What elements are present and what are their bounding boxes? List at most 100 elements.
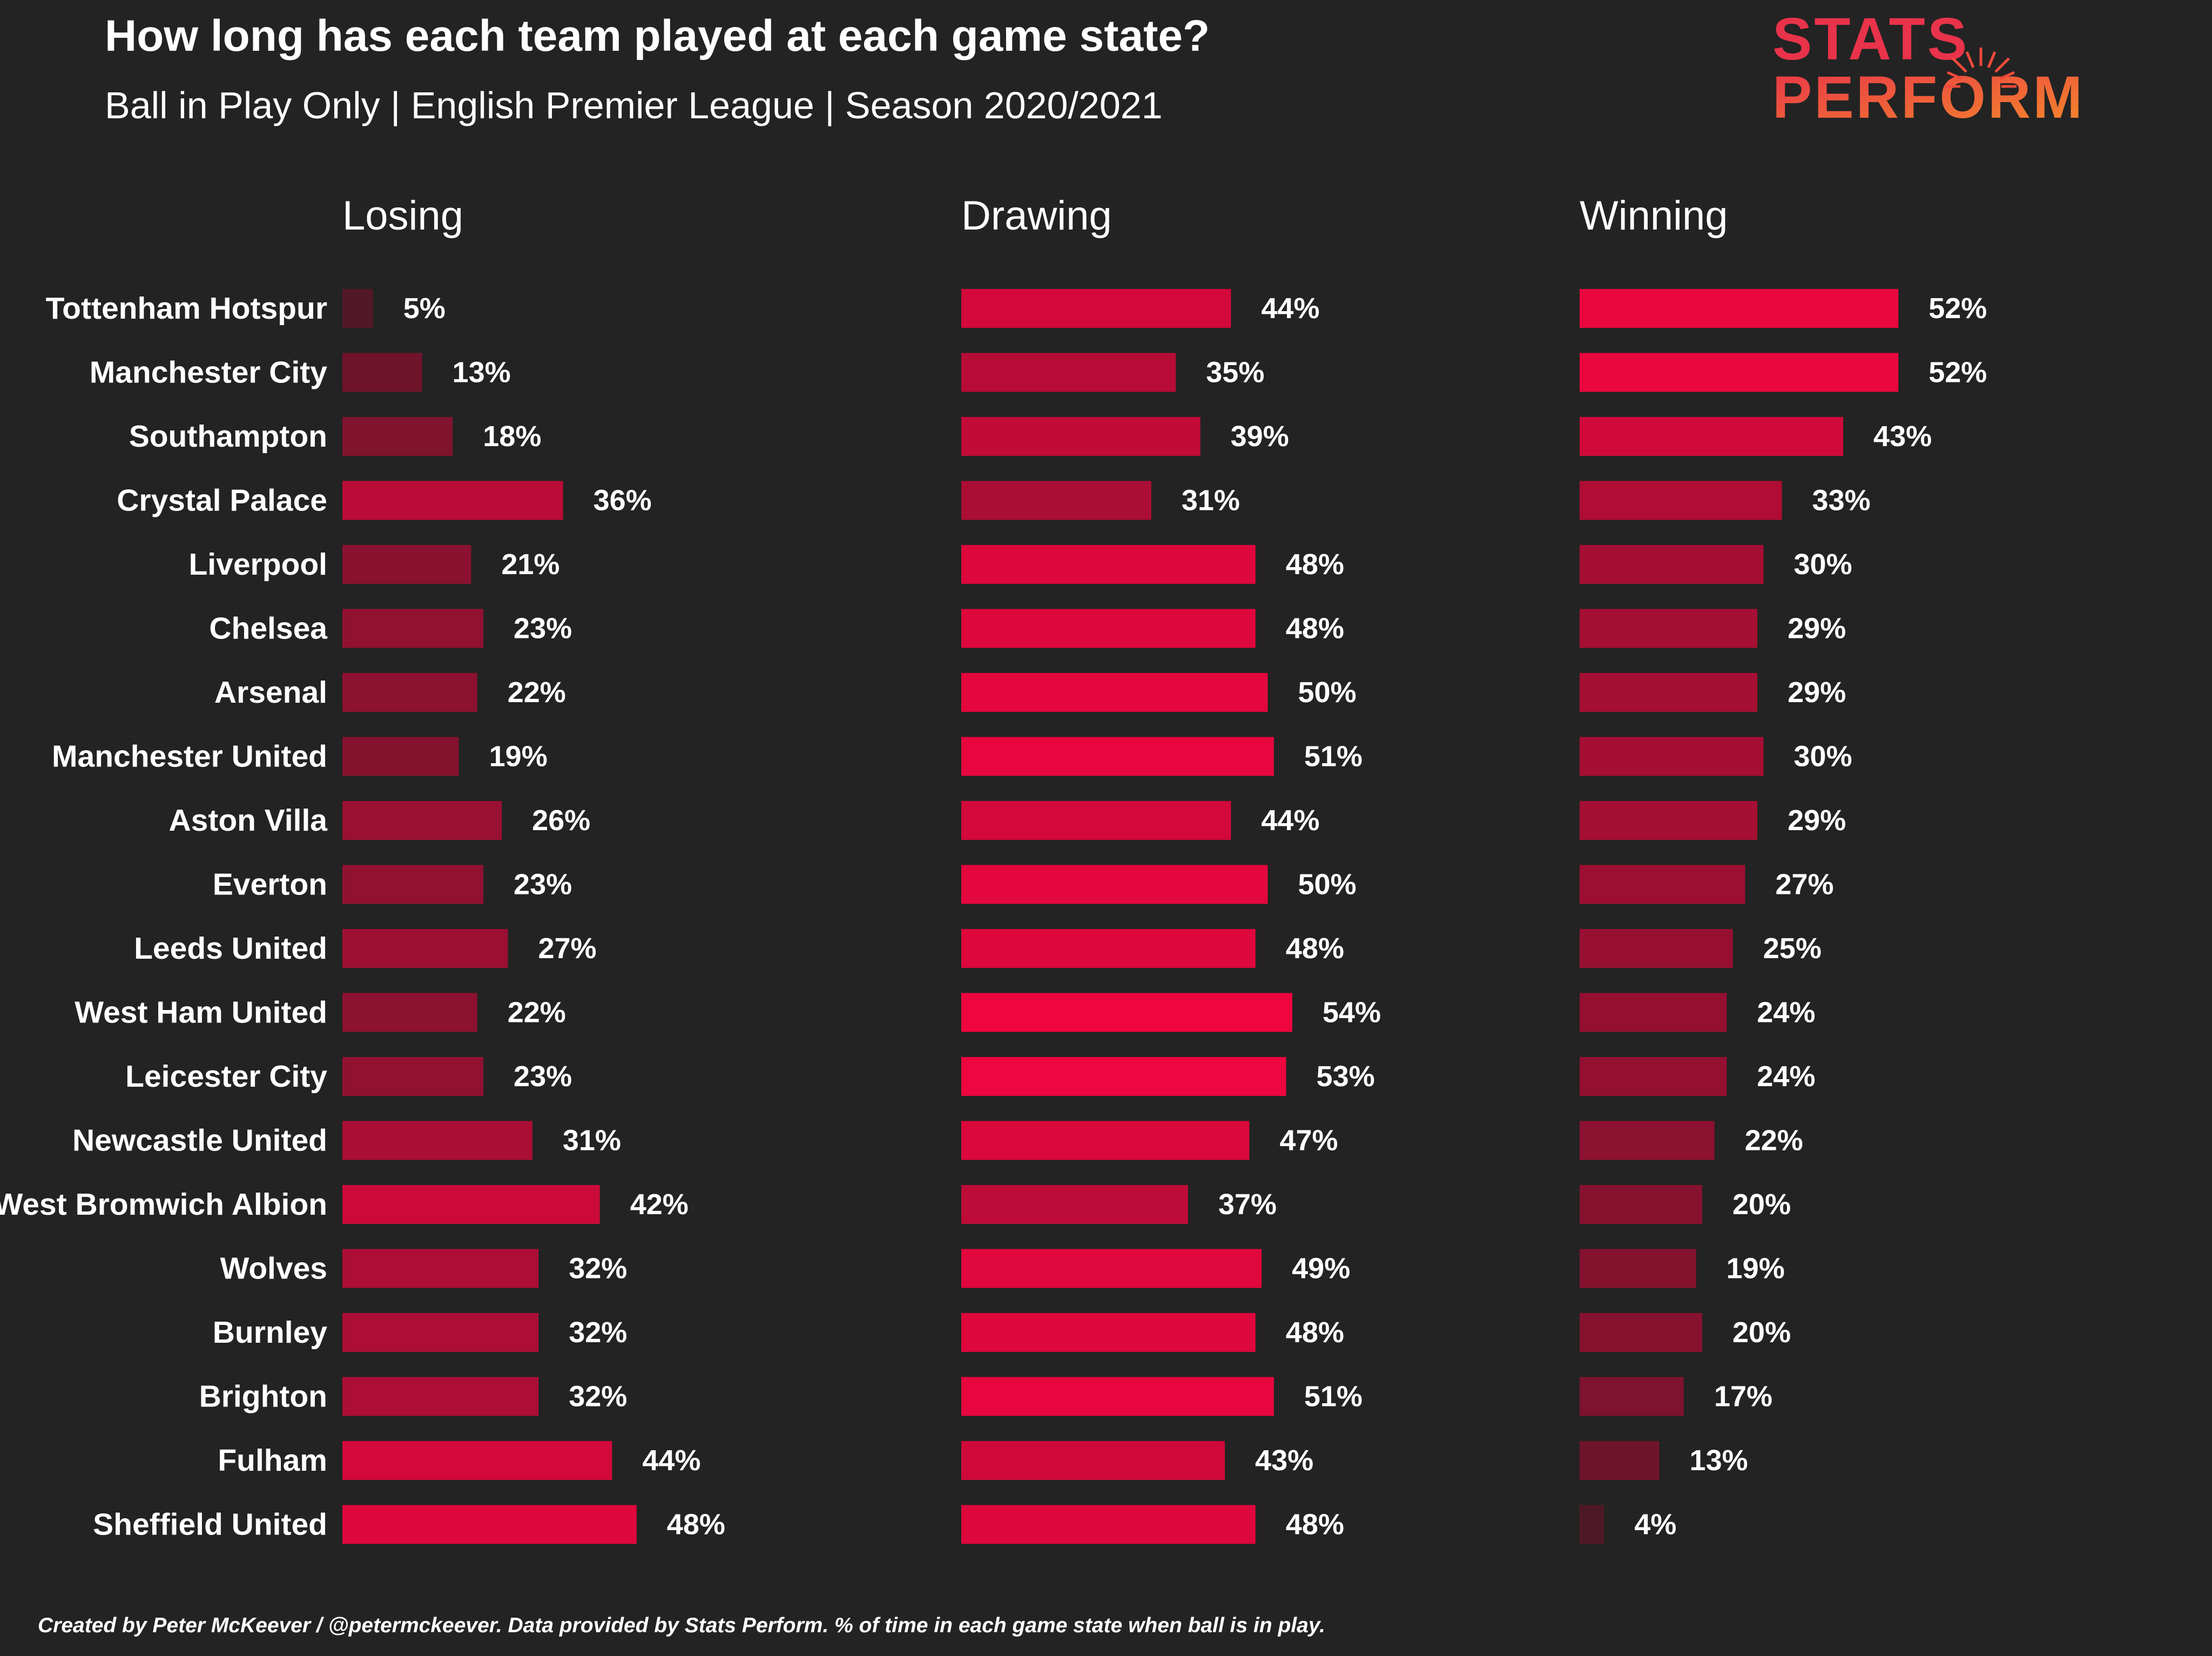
bar-losing [342, 289, 373, 328]
data-label: 36% [594, 484, 652, 517]
data-label: 51% [1304, 1381, 1363, 1413]
data-label: 24% [1757, 1060, 1815, 1093]
bar-losing [342, 609, 484, 648]
bar-winning [1580, 1121, 1715, 1160]
data-label: 18% [483, 420, 541, 453]
data-label: 22% [1745, 1125, 1803, 1157]
bar-losing [342, 801, 502, 840]
team-label: West Bromwich Albion [0, 1187, 327, 1222]
bar-drawing [961, 353, 1176, 392]
data-label: 43% [1873, 420, 1932, 453]
data-label: 24% [1757, 997, 1815, 1029]
data-label: 23% [514, 612, 572, 645]
bar-winning [1580, 609, 1758, 648]
bar-drawing [961, 1057, 1286, 1096]
data-label: 43% [1255, 1444, 1313, 1477]
data-label: 30% [1794, 548, 1852, 581]
bar-losing [342, 1121, 532, 1160]
data-label: 52% [1928, 356, 1987, 389]
bar-winning [1580, 417, 1844, 456]
data-label: 13% [1690, 1444, 1748, 1477]
team-label: Arsenal [214, 675, 327, 710]
data-label: 20% [1732, 1188, 1791, 1221]
team-label: Sheffield United [93, 1507, 327, 1542]
bar-losing [342, 1057, 484, 1096]
data-label: 48% [1286, 1509, 1344, 1541]
data-label: 29% [1788, 804, 1846, 837]
data-label: 44% [642, 1444, 700, 1477]
bar-drawing [961, 1249, 1262, 1288]
bar-winning [1580, 1249, 1696, 1288]
panel-title-drawing: Drawing [961, 193, 1112, 239]
bar-winning [1580, 481, 1782, 520]
bar-losing [342, 1377, 539, 1416]
bar-winning [1580, 673, 1758, 712]
team-label: Fulham [218, 1443, 327, 1478]
bar-winning [1580, 1313, 1702, 1352]
team-label: Aston Villa [168, 803, 328, 838]
bar-winning [1580, 1377, 1684, 1416]
bar-losing [342, 1441, 612, 1480]
panel-title-losing: Losing [342, 193, 463, 239]
data-label: 44% [1261, 292, 1319, 325]
data-label: 32% [569, 1253, 627, 1285]
data-label: 4% [1634, 1509, 1676, 1541]
data-label: 48% [1286, 1316, 1344, 1349]
data-label: 48% [1286, 932, 1344, 965]
data-label: 39% [1231, 420, 1289, 453]
bar-winning [1580, 865, 1745, 904]
data-label: 19% [489, 741, 548, 773]
data-label: 48% [667, 1509, 725, 1541]
data-label: 50% [1298, 869, 1357, 901]
data-label: 53% [1317, 1060, 1375, 1093]
data-label: 50% [1298, 676, 1357, 709]
team-label: Liverpool [188, 547, 327, 582]
data-label: 21% [501, 548, 559, 581]
bar-winning [1580, 737, 1764, 776]
team-label: Manchester City [90, 355, 328, 390]
bar-drawing [961, 1121, 1250, 1160]
data-label: 25% [1763, 932, 1822, 965]
bar-winning [1580, 289, 1899, 328]
bar-drawing [961, 289, 1231, 328]
bar-winning [1580, 1185, 1702, 1224]
data-label: 13% [453, 356, 511, 389]
bar-losing [342, 1313, 539, 1352]
bar-winning [1580, 545, 1764, 584]
bar-losing [342, 545, 471, 584]
data-label: 42% [630, 1188, 689, 1221]
data-label: 5% [403, 292, 446, 325]
team-label: Brighton [199, 1379, 327, 1414]
bar-losing [342, 737, 459, 776]
bar-drawing [961, 1313, 1256, 1352]
footnote: Created by Peter McKeever / @petermckeev… [38, 1614, 1325, 1637]
data-label: 31% [563, 1125, 621, 1157]
bar-winning [1580, 1057, 1727, 1096]
bar-drawing [961, 865, 1268, 904]
page-title: How long has each team played at each ga… [105, 11, 1210, 60]
bar-losing [342, 865, 484, 904]
data-label: 31% [1182, 484, 1240, 517]
data-label: 32% [569, 1316, 627, 1349]
bar-drawing [961, 417, 1201, 456]
team-label: Leeds United [134, 931, 327, 966]
team-label: Burnley [213, 1315, 328, 1350]
data-label: 54% [1323, 997, 1381, 1029]
data-label: 29% [1788, 612, 1846, 645]
data-label: 35% [1206, 356, 1264, 389]
data-label: 30% [1794, 741, 1852, 773]
team-label: Manchester United [52, 739, 327, 774]
data-label: 52% [1928, 292, 1987, 325]
bar-drawing [961, 993, 1292, 1032]
data-label: 33% [1812, 484, 1871, 517]
bar-winning [1580, 1505, 1604, 1544]
bar-winning [1580, 801, 1758, 840]
data-label: 27% [1775, 869, 1833, 901]
bar-drawing [961, 673, 1268, 712]
team-label: Chelsea [209, 611, 328, 646]
bar-drawing [961, 737, 1274, 776]
data-label: 22% [508, 997, 566, 1029]
stats-perform-logo: STATS PERFORM [1772, 6, 2085, 131]
sunburst-icon [1945, 48, 2017, 88]
logo-line-2: PERFORM [1772, 64, 2085, 131]
